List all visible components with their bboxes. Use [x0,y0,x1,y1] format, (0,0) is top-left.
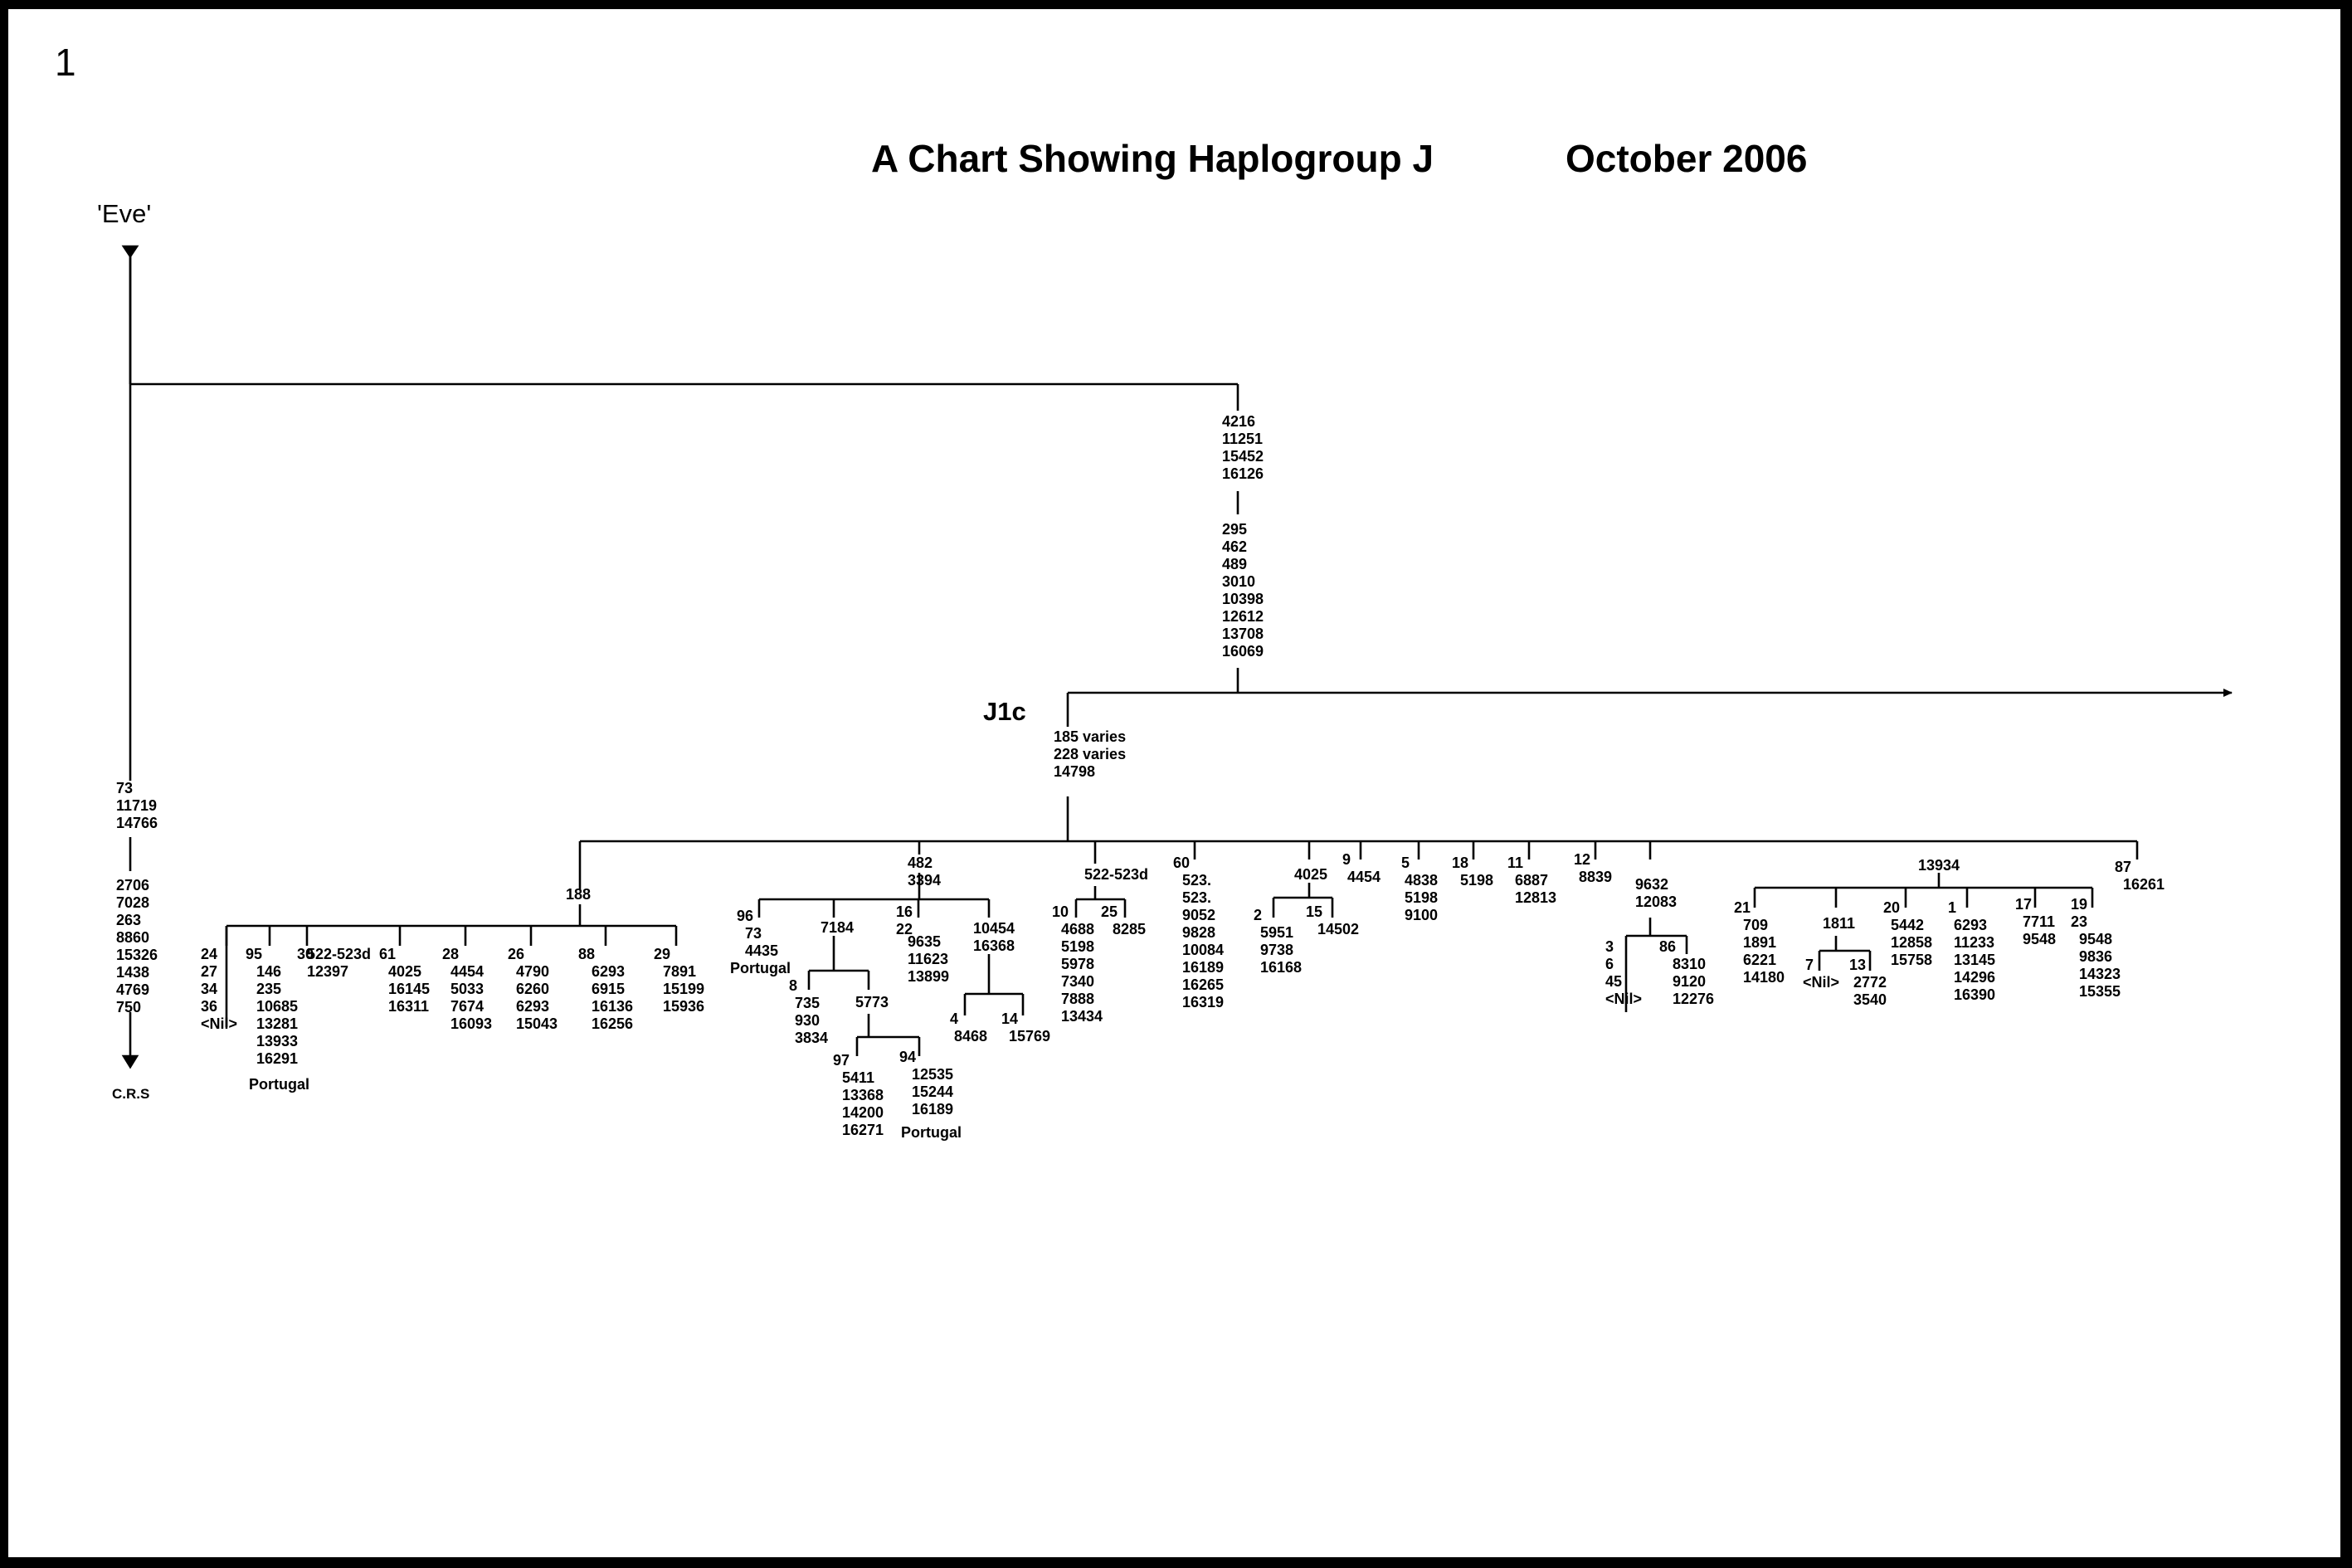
n1-id: 1 [1948,899,1957,916]
b9632-mutations: 9632 12083 [1635,876,1678,910]
n12-id: 12 [1574,851,1591,868]
n7184-mutation: 7184 [821,919,855,936]
n86-id: 86 [1659,938,1677,955]
leaf-30-id: 30 [297,946,314,962]
leaf-26-id: 26 [508,946,525,962]
n9-id: 9 [1342,851,1351,868]
n18-id: 18 [1452,855,1469,871]
n96-note: Portugal [730,960,791,976]
n97-mutations: 5411 13368 14200 16271 [842,1069,884,1138]
n15-mutations: 14502 [1317,921,1360,937]
n13-mutations: 2772 3540 [1853,974,1887,1008]
n97-id: 97 [833,1052,850,1069]
leaf-30-mutations: 522-523d 12397 [307,946,372,980]
chart-title: A Chart Showing Haplogroup J [871,137,1434,180]
n19-mutations: 9548 9836 14323 15355 [2079,931,2121,1000]
n87-id: 87 [2115,859,2132,875]
n96-mutations: 73 4435 [745,925,779,959]
leaf-95-id: 95 [246,946,263,962]
n60-mutations: 523. 523. 9052 9828 10084 16189 16265 16319 [1182,872,1225,1010]
j-mutations-a: 4216 11251 15452 16126 [1222,413,1264,482]
n17-id: 17 [2015,896,2033,913]
n8-mutations: 735 930 3834 [795,995,829,1046]
n11-mutations: 6887 12813 [1515,872,1557,906]
n1-mutations: 6293 11233 13145 14296 16390 [1954,917,1996,1003]
n7-mutations: <Nil> [1803,974,1840,991]
chart-date: October 2006 [1566,137,1808,180]
n4-mutations: 8468 [954,1028,988,1045]
n87-mutations: 16261 [2123,876,2165,893]
b188-mutation: 188 [566,886,592,903]
chart-sheet [8,9,2340,1557]
crs-mutations-b: 2706 7028 263 8860 15326 1438 4769 750 [116,877,158,1015]
n25-id: 25 [1101,903,1118,920]
n19-id: 19 23 [2071,896,2088,930]
b13934-mutation: 13934 [1918,857,1960,874]
n10-mutations: 4688 5198 5978 7340 7888 13434 [1061,921,1103,1025]
n20-id: 20 [1883,899,1901,916]
n18-mutations: 5198 [1460,872,1494,889]
n16-id: 16 22 [896,903,913,937]
leaf-95-mutations: 146 235 10685 13281 13933 16291 [256,963,299,1067]
n20-mutations: 5442 12858 15758 [1891,917,1933,968]
n11-id: 11 [1507,855,1524,871]
n3-label: 3 6 45 <Nil> [1605,938,1643,1007]
leaf-29-mutations: 7891 15199 15936 [663,963,705,1015]
leaf-26-mutations: 4790 6260 6293 15043 [516,963,558,1032]
leaf-61-mutations: 4025 16145 16311 [388,963,431,1015]
leaf-24-label: 24 27 34 36 <Nil> [201,946,238,1032]
crs-arrow-head-icon [121,1054,139,1069]
j1c-mutations: 185 varies 228 varies 14798 [1054,728,1127,780]
n94-id: 94 [899,1049,917,1065]
leaf-29-id: 29 [654,946,671,962]
leaf-95-note: Portugal [249,1076,310,1093]
n10454-mutations: 10454 16368 [973,920,1015,954]
b4025-mutation: 4025 [1294,866,1328,883]
n2-mutations: 5951 9738 16168 [1260,924,1303,976]
leaf-28-mutations: 4454 5033 7674 16093 [450,963,493,1032]
n21-mutations: 709 1891 6221 14180 [1743,917,1785,986]
n94-mutations: 12535 15244 16189 [912,1066,954,1118]
n8-id: 8 [789,977,798,994]
n5773-mutation: 5773 [855,994,889,1010]
n21-id: 21 [1734,899,1751,916]
j1c-label: J1c [983,697,1026,726]
n25-mutations: 8285 [1113,921,1147,937]
n60-id: 60 [1173,855,1191,871]
n1811-mutation: 1811 [1823,915,1856,932]
n15-id: 15 [1306,903,1323,920]
n16-mutations: 9635 11623 13899 [908,933,950,985]
n2-id: 2 [1254,907,1263,923]
leaf-28-id: 28 [442,946,460,962]
n12-mutations: 8839 [1579,869,1613,885]
page-number: 1 [55,41,76,84]
n14-id: 14 [1001,1010,1019,1027]
crs-end-label: C.R.S [112,1086,150,1102]
n14-mutations: 15769 [1009,1028,1051,1045]
n5-mutations: 4838 5198 9100 [1405,872,1439,923]
n13-id: 13 [1849,957,1867,973]
leaf-88-id: 88 [578,946,596,962]
crs-mutations-a: 73 11719 14766 [116,780,158,831]
n7-id: 7 [1805,957,1814,973]
n5-id: 5 [1401,855,1410,871]
root-label-eve: 'Eve' [97,199,152,228]
n10-id: 10 [1052,903,1069,920]
n9-mutations: 4454 [1347,869,1381,885]
leaf-88-mutations: 6293 6915 16136 16256 [592,963,634,1032]
b522-mutation: 522-523d [1084,866,1149,883]
j-mutations-b: 295 462 489 3010 10398 12612 13708 16069 [1222,521,1264,660]
n94-note: Portugal [901,1124,962,1141]
n86-mutations: 8310 9120 12276 [1673,956,1715,1007]
n4-id: 4 [950,1010,959,1027]
leaf-61-id: 61 [379,946,397,962]
n96-id: 96 [737,908,754,924]
b482-mutations: 482 3394 [908,855,942,889]
n17-mutations: 7711 9548 [2023,913,2057,947]
